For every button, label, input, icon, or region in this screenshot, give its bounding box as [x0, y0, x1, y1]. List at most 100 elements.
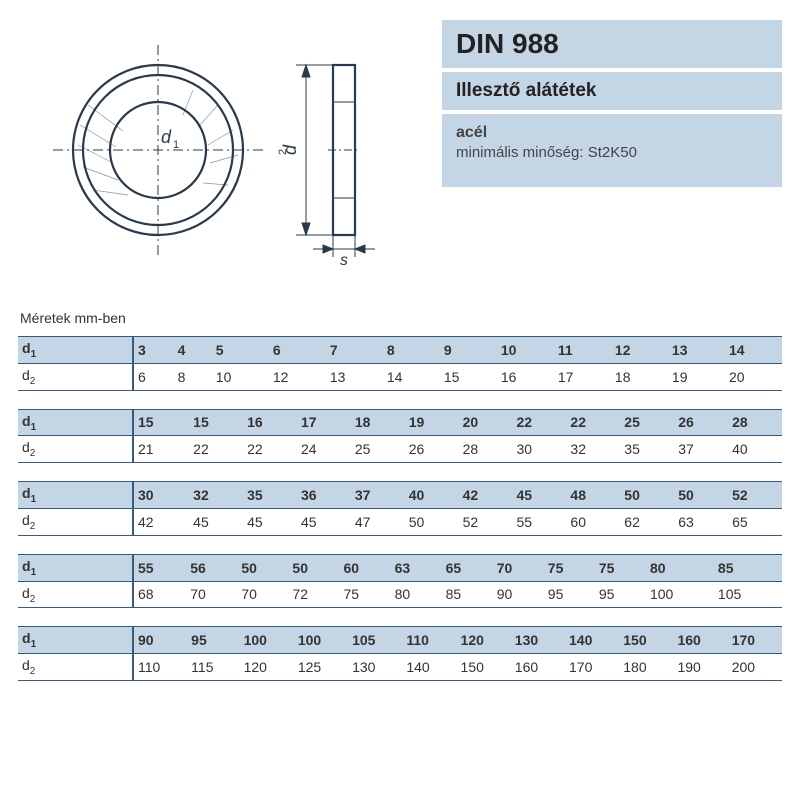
cell-d1: 26 [674, 409, 728, 436]
cell-d1: 85 [714, 554, 782, 581]
cell-d1: 50 [237, 554, 288, 581]
cell-d1: 25 [620, 409, 674, 436]
cell-d2: 190 [673, 654, 727, 681]
cell-d2: 110 [133, 654, 187, 681]
cell-d1: 140 [565, 627, 619, 654]
cell-d1: 32 [189, 482, 243, 509]
cell-d2: 12 [269, 363, 326, 390]
cell-d1: 40 [405, 482, 459, 509]
cell-d2: 37 [674, 436, 728, 463]
cell-d2: 47 [351, 508, 405, 535]
cell-d1: 45 [513, 482, 567, 509]
cell-d2: 72 [288, 581, 339, 608]
standard-code: DIN 988 [456, 28, 768, 60]
cell-d2: 19 [668, 363, 725, 390]
cell-d2: 60 [566, 508, 620, 535]
cell-d2: 45 [189, 508, 243, 535]
cell-d1: 90 [133, 627, 187, 654]
cell-d1: 36 [297, 482, 351, 509]
cell-d2: 55 [513, 508, 567, 535]
cell-d1: 35 [243, 482, 297, 509]
cell-d1: 28 [728, 409, 782, 436]
cell-d1: 22 [566, 409, 620, 436]
row-label-d1: d1 [18, 337, 133, 364]
cell-d2: 105 [714, 581, 782, 608]
cell-d2: 63 [674, 508, 728, 535]
info-panel: DIN 988 Illesztő alátétek acél minimális… [442, 20, 782, 280]
cell-d2: 45 [243, 508, 297, 535]
cell-d1: 60 [339, 554, 390, 581]
cell-d2: 62 [620, 508, 674, 535]
cell-d2: 85 [442, 581, 493, 608]
cell-d1: 80 [646, 554, 714, 581]
cell-d2: 125 [294, 654, 348, 681]
cell-d1: 4 [174, 337, 212, 364]
cell-d2: 120 [240, 654, 294, 681]
cell-d1: 19 [405, 409, 459, 436]
cell-d2: 30 [513, 436, 567, 463]
cell-d1: 6 [269, 337, 326, 364]
cell-d1: 18 [351, 409, 405, 436]
cell-d2: 180 [619, 654, 673, 681]
cell-d1: 50 [288, 554, 339, 581]
product-name: Illesztő alátétek [442, 72, 782, 110]
cell-d1: 50 [620, 482, 674, 509]
cell-d2: 90 [493, 581, 544, 608]
cell-d2: 20 [725, 363, 782, 390]
size-tables: d134567891011121314d26810121314151617181… [18, 336, 782, 681]
row-label-d1: d1 [18, 482, 133, 509]
cell-d1: 75 [544, 554, 595, 581]
cell-d2: 8 [174, 363, 212, 390]
cell-d1: 3 [133, 337, 174, 364]
row-label-d2: d2 [18, 436, 133, 463]
row-label-d2: d2 [18, 363, 133, 390]
cell-d1: 50 [674, 482, 728, 509]
washer-diagram: d 1 d 2 [18, 20, 418, 280]
cell-d2: 130 [348, 654, 402, 681]
cell-d2: 95 [544, 581, 595, 608]
cell-d2: 140 [402, 654, 456, 681]
cell-d1: 17 [297, 409, 351, 436]
cell-d1: 55 [133, 554, 186, 581]
table-caption: Méretek mm-ben [20, 310, 782, 326]
svg-text:1: 1 [173, 139, 179, 151]
cell-d1: 37 [351, 482, 405, 509]
cell-d2: 170 [565, 654, 619, 681]
cell-d1: 130 [511, 627, 565, 654]
cell-d2: 32 [566, 436, 620, 463]
cell-d1: 56 [186, 554, 237, 581]
cell-d2: 45 [297, 508, 351, 535]
cell-d2: 100 [646, 581, 714, 608]
din-title: DIN 988 [442, 20, 782, 68]
cell-d2: 22 [243, 436, 297, 463]
row-label-d1: d1 [18, 554, 133, 581]
size-table-3: d1555650506063657075758085d2687070727580… [18, 554, 782, 609]
cell-d2: 50 [405, 508, 459, 535]
cell-d2: 150 [457, 654, 511, 681]
cell-d2: 115 [187, 654, 239, 681]
cell-d1: 63 [391, 554, 442, 581]
cell-d1: 22 [513, 409, 567, 436]
cell-d2: 24 [297, 436, 351, 463]
cell-d1: 100 [240, 627, 294, 654]
cell-d2: 21 [133, 436, 189, 463]
row-label-d2: d2 [18, 654, 133, 681]
cell-d1: 65 [442, 554, 493, 581]
cell-d2: 80 [391, 581, 442, 608]
cell-d1: 110 [402, 627, 456, 654]
cell-d1: 15 [133, 409, 189, 436]
cell-d1: 120 [457, 627, 511, 654]
cell-d2: 160 [511, 654, 565, 681]
size-table-2: d1303235363740424548505052d2424545454750… [18, 481, 782, 536]
cell-d2: 18 [611, 363, 668, 390]
cell-d1: 30 [133, 482, 189, 509]
cell-d2: 16 [497, 363, 554, 390]
cell-d1: 9 [440, 337, 497, 364]
cell-d2: 68 [133, 581, 186, 608]
cell-d1: 16 [243, 409, 297, 436]
cell-d1: 52 [728, 482, 782, 509]
cell-d2: 25 [351, 436, 405, 463]
cell-d2: 26 [405, 436, 459, 463]
cell-d2: 70 [186, 581, 237, 608]
cell-d1: 105 [348, 627, 402, 654]
